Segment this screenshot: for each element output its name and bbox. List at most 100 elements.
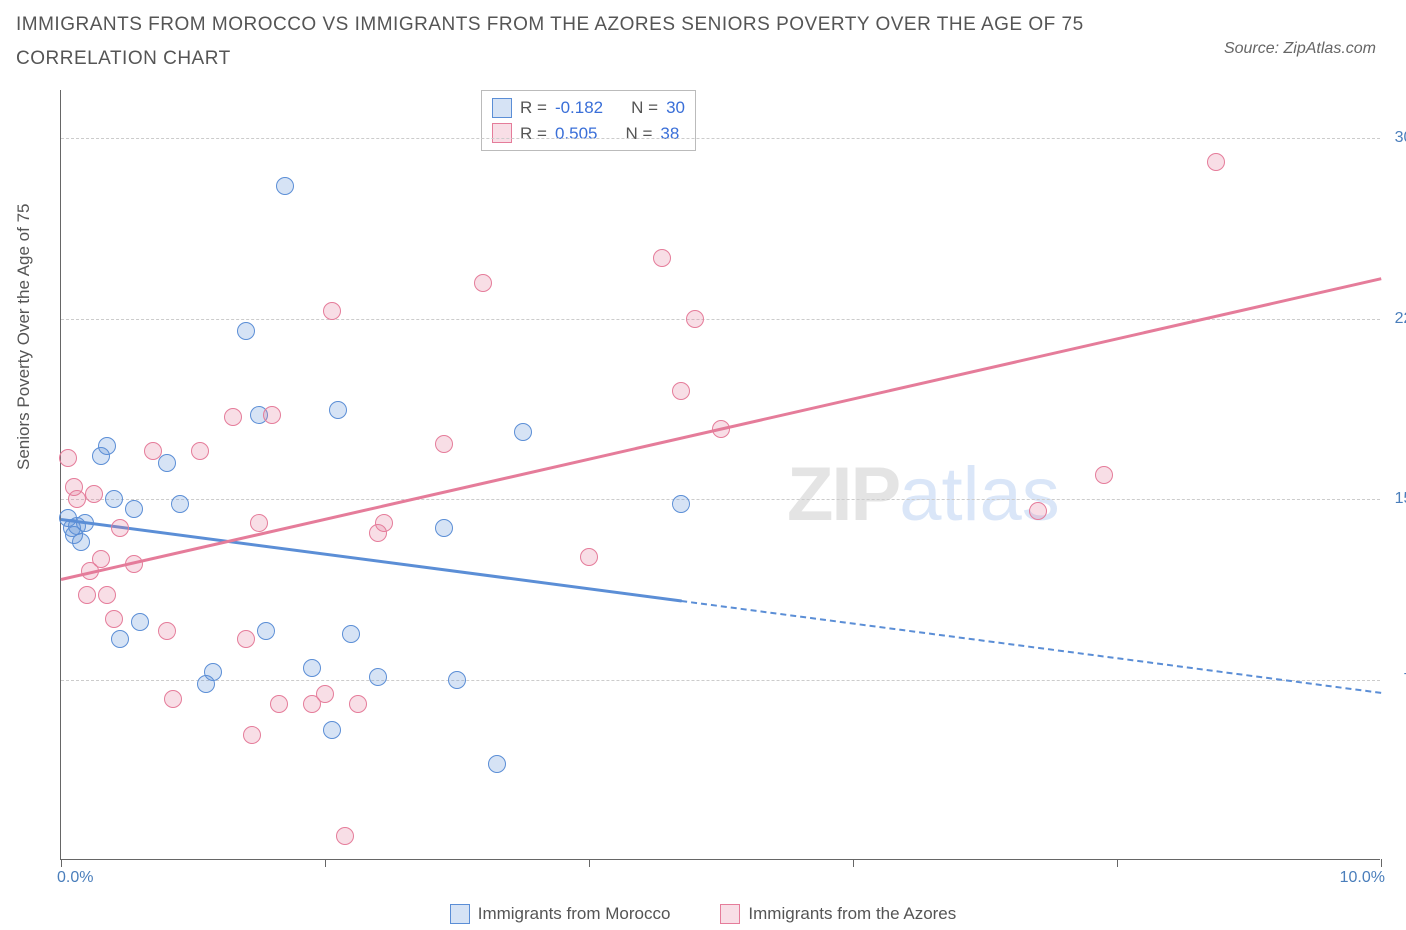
ytick-label: 22.5% [1385, 310, 1406, 328]
stats-legend-row: R = 0.505 N = 38 [492, 121, 685, 147]
xtick [1381, 859, 1382, 867]
xtick [1117, 859, 1118, 867]
legend-label: Immigrants from Morocco [478, 904, 671, 924]
data-point [125, 500, 143, 518]
data-point [329, 401, 347, 419]
gridline [61, 680, 1380, 681]
data-point [224, 408, 242, 426]
ytick-label: 15.0% [1385, 490, 1406, 508]
data-point [237, 322, 255, 340]
data-point [98, 586, 116, 604]
xtick [325, 859, 326, 867]
data-point [342, 625, 360, 643]
data-point [250, 514, 268, 532]
data-point [85, 485, 103, 503]
data-point [686, 310, 704, 328]
data-point [712, 420, 730, 438]
y-axis-label: Seniors Poverty Over the Age of 75 [14, 204, 34, 470]
data-point [323, 721, 341, 739]
data-point [92, 550, 110, 568]
data-point [375, 514, 393, 532]
gridline [61, 138, 1380, 139]
data-point [105, 610, 123, 628]
gridline [61, 319, 1380, 320]
stats-legend: R = -0.182 N = 30 R = 0.505 N = 38 [481, 90, 696, 151]
ytick-label: 30.0% [1385, 129, 1406, 147]
xtick-label: 10.0% [1340, 869, 1385, 887]
xtick [853, 859, 854, 867]
legend-swatch [450, 904, 470, 924]
data-point [435, 435, 453, 453]
data-point [68, 490, 86, 508]
data-point [488, 755, 506, 773]
r-label: R = [520, 95, 547, 121]
data-point [270, 695, 288, 713]
data-point [237, 630, 255, 648]
stats-legend-row: R = -0.182 N = 30 [492, 95, 685, 121]
data-point [164, 690, 182, 708]
data-point [98, 437, 116, 455]
n-label: N = [631, 95, 658, 121]
data-point [111, 630, 129, 648]
plot-area: R = -0.182 N = 30 R = 0.505 N = 38 ZIPatlas… [60, 90, 1380, 860]
data-point [257, 622, 275, 640]
source-label: Source: ZipAtlas.com [1224, 40, 1376, 58]
data-point [672, 495, 690, 513]
data-point [72, 533, 90, 551]
r-label: R = [520, 121, 547, 147]
data-point [105, 490, 123, 508]
xtick-label: 0.0% [57, 869, 93, 887]
watermark-atlas: atlas [899, 452, 1060, 537]
data-point [276, 177, 294, 195]
legend-swatch [492, 98, 512, 118]
data-point [514, 423, 532, 441]
data-point [204, 663, 222, 681]
data-point [369, 668, 387, 686]
r-value: 0.505 [555, 121, 598, 147]
data-point [78, 586, 96, 604]
legend-swatch [492, 123, 512, 143]
data-point [158, 622, 176, 640]
data-point [111, 519, 129, 537]
data-point [243, 726, 261, 744]
r-value: -0.182 [555, 95, 603, 121]
data-point [303, 659, 321, 677]
ytick-label: 7.5% [1385, 671, 1406, 689]
data-point [263, 406, 281, 424]
data-point [1207, 153, 1225, 171]
data-point [323, 302, 341, 320]
data-point [316, 685, 334, 703]
data-point [76, 514, 94, 532]
bottom-legend: Immigrants from Morocco Immigrants from t… [0, 904, 1406, 924]
data-point [59, 449, 77, 467]
data-point [435, 519, 453, 537]
watermark: ZIPatlas [787, 451, 1060, 538]
data-point [171, 495, 189, 513]
n-value: 30 [666, 95, 685, 121]
data-point [125, 555, 143, 573]
watermark-zip: ZIP [787, 452, 899, 537]
data-point [580, 548, 598, 566]
bottom-legend-item: Immigrants from Morocco [450, 904, 671, 924]
n-label: N = [625, 121, 652, 147]
data-point [144, 442, 162, 460]
n-value: 38 [660, 121, 679, 147]
bottom-legend-item: Immigrants from the Azores [720, 904, 956, 924]
data-point [191, 442, 209, 460]
data-point [672, 382, 690, 400]
data-point [349, 695, 367, 713]
data-point [336, 827, 354, 845]
xtick [589, 859, 590, 867]
data-point [448, 671, 466, 689]
data-point [1095, 466, 1113, 484]
data-point [474, 274, 492, 292]
data-point [653, 249, 671, 267]
legend-swatch [720, 904, 740, 924]
trend-line [681, 600, 1381, 696]
data-point [1029, 502, 1047, 520]
legend-label: Immigrants from the Azores [748, 904, 956, 924]
gridline [61, 499, 1380, 500]
chart-title: IMMIGRANTS FROM MOROCCO VS IMMIGRANTS FR… [16, 8, 1116, 76]
data-point [131, 613, 149, 631]
xtick [61, 859, 62, 867]
